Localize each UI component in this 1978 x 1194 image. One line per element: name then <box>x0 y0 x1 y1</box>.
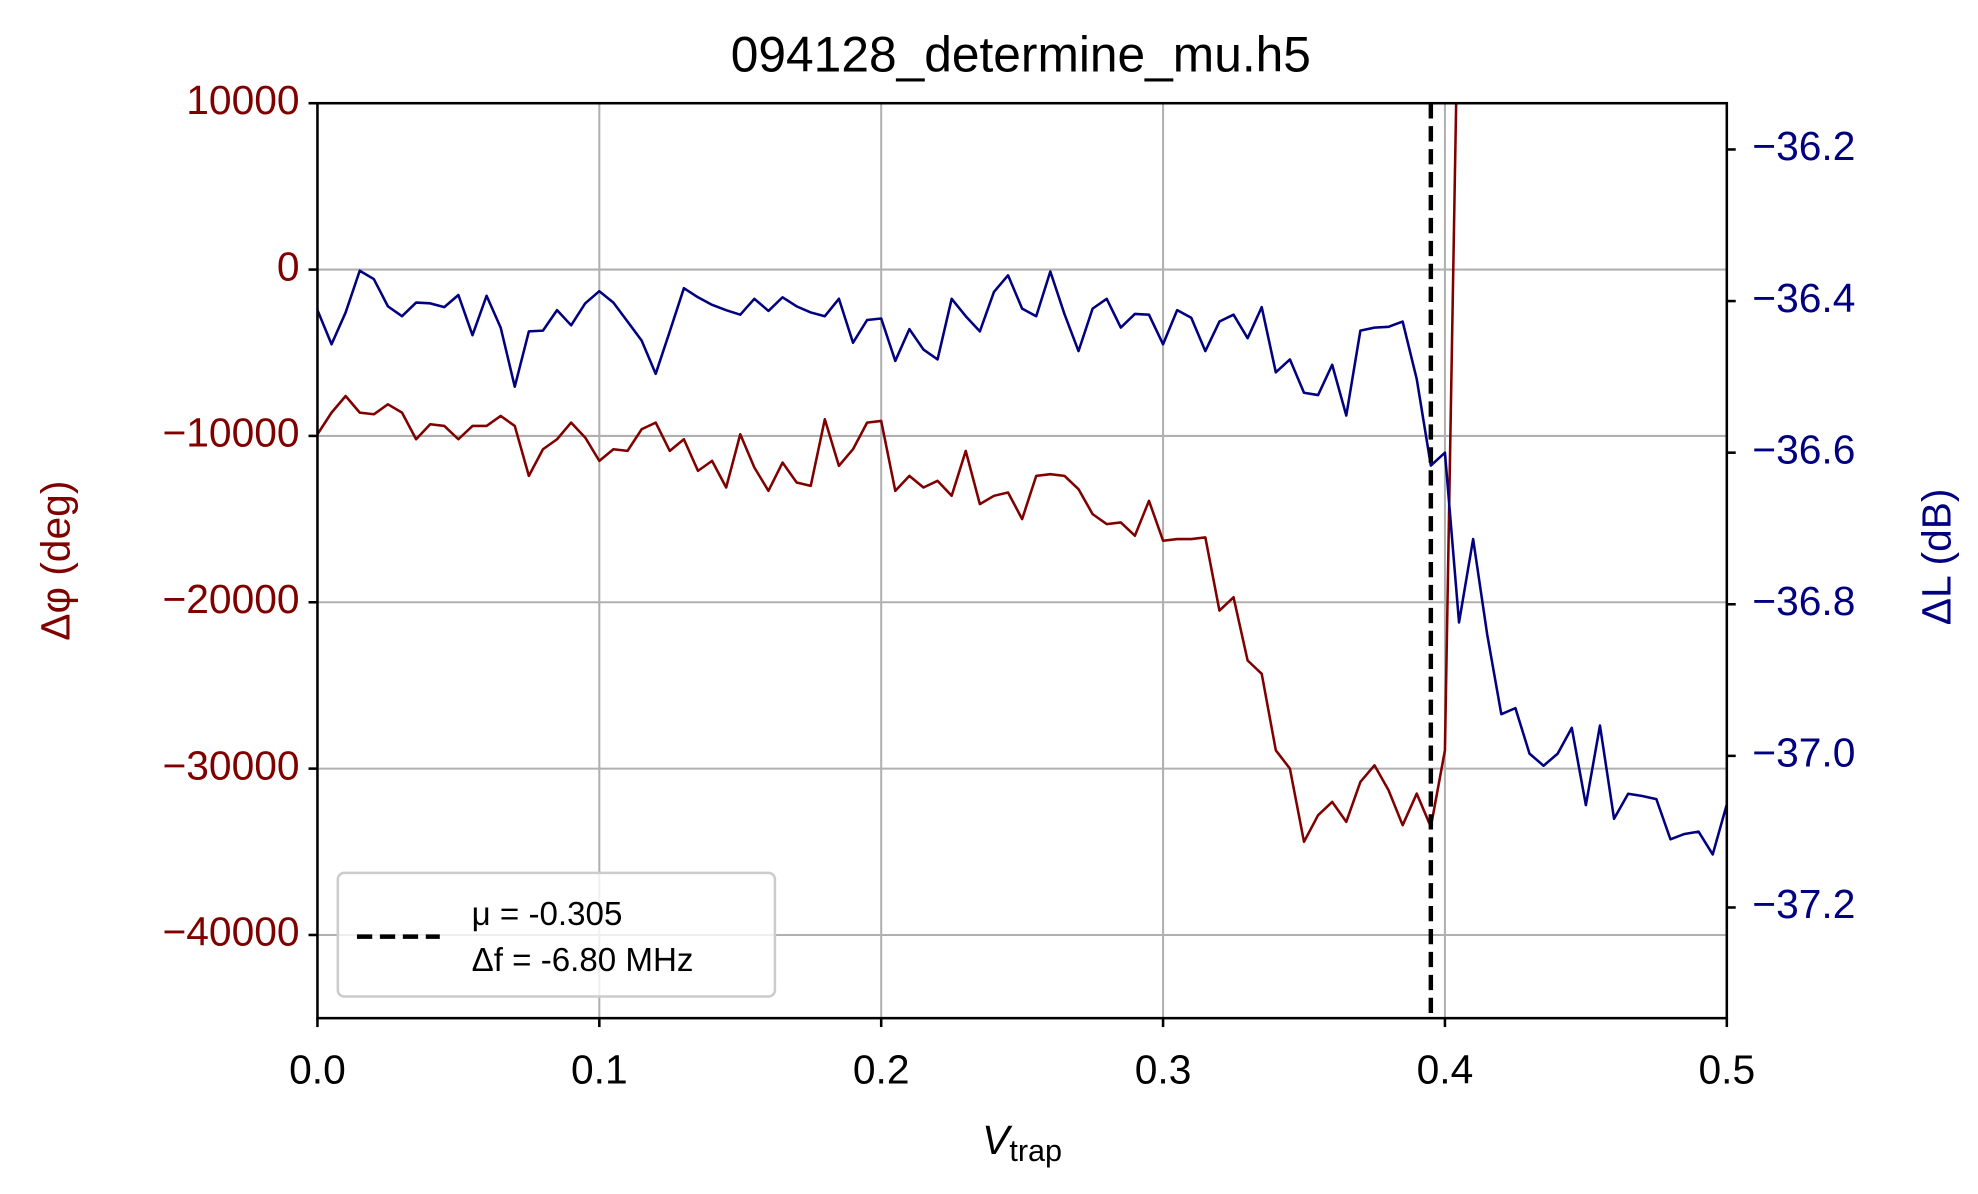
x-tick-label: 0.0 <box>289 1047 346 1093</box>
grid <box>316 102 1728 1019</box>
data-line <box>317 103 1458 844</box>
y-tick-label: 10000 <box>186 77 299 123</box>
y2-tick-label: −36.6 <box>1752 426 1855 472</box>
y-tick-label: −30000 <box>162 742 299 788</box>
x-label-subscript: trap <box>1009 1134 1062 1168</box>
y-axis-label: Δφ (deg) <box>33 481 79 641</box>
data-line <box>317 269 1727 856</box>
x-tick-label: 0.5 <box>1698 1047 1755 1093</box>
x-tick-label: 0.3 <box>1135 1047 1192 1093</box>
y-tick-label: 0 <box>277 243 300 289</box>
y-tick-label: −20000 <box>162 576 299 622</box>
y2-axis-label: ΔL (dB) <box>1913 488 1959 625</box>
x-label-symbol: V <box>982 1117 1013 1163</box>
legend: μ = -0.305 Δf = -6.80 MHz <box>336 871 777 998</box>
chart-title: 094128_determine_mu.h5 <box>731 27 1311 83</box>
legend-box <box>336 871 777 998</box>
x-axis-label: Vtrap <box>982 1117 1062 1169</box>
y2-tick-label: −37.0 <box>1752 730 1855 776</box>
x-tick-label: 0.1 <box>571 1047 628 1093</box>
legend-entry: Δf = -6.80 MHz <box>472 942 694 979</box>
y-tick-label: −40000 <box>162 909 299 955</box>
x-tick-label: 0.2 <box>853 1047 910 1093</box>
y2-tick-label: −36.4 <box>1752 275 1855 321</box>
plot-lines <box>317 103 1727 1019</box>
plot-frame <box>316 101 1729 1020</box>
y2-tick-label: −36.2 <box>1752 123 1855 169</box>
x-tick-label: 0.4 <box>1417 1047 1474 1093</box>
y2-tick-label: −36.8 <box>1752 578 1855 624</box>
legend-entry: μ = -0.305 <box>472 896 623 933</box>
y2-tick-label: −37.2 <box>1752 881 1855 927</box>
y-tick-label: −10000 <box>162 410 299 456</box>
